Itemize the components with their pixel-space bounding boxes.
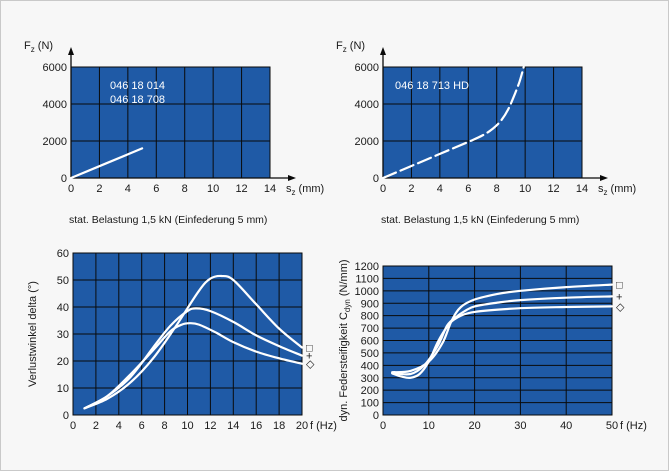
y-tick-label: 1000 [355,286,379,298]
y-tick-label: 100 [361,398,379,410]
chart-3: 0 2 4 6 8 10 12 14 16 18 20 0 10 20 30 40 50 60 f (Hz) Verl… [27,248,337,432]
series-line-1 [83,274,304,410]
y-axis-label: Verlustwinkel delta (°) [27,281,39,387]
y-tick-label: 800 [361,311,379,323]
x-tick-label: 8 [162,420,168,432]
x-tick-label: 2 [408,183,414,195]
x-tick-label: 14 [264,183,276,195]
y-axis-label: dyn. Federsteifigkeit Cdyn (N/mm) [338,259,352,421]
x-tick-label: 14 [576,183,588,195]
y-tick-label: 0 [373,410,379,422]
y-axis-label: Fz (N) [336,40,365,54]
x-tick-label: 4 [116,420,122,432]
series-marker: + [616,291,622,303]
x-tick-label: 14 [227,420,239,432]
y-tick-label: 2000 [355,136,379,148]
y-tick-label: 20 [57,356,69,368]
x-tick-label: 18 [273,420,285,432]
part-number-label: 046 18 014 [110,80,165,92]
y-axis-arrow [68,47,74,55]
series-marker: ◇ [306,359,315,371]
x-tick-label: 10 [519,183,531,195]
series-marker: + [306,351,312,363]
x-tick-label: 16 [250,420,262,432]
x-axis-arrow [288,175,296,181]
x-tick-label: 0 [68,183,74,195]
gridlines [382,265,613,416]
x-tick-label: 12 [547,183,559,195]
x-tick-label: 10 [423,420,435,432]
x-axis-label: sz (mm) [286,183,324,197]
x-tick-label: 20 [468,420,480,432]
series-marker: □ [616,280,623,292]
series-line-3 [83,322,304,410]
part-number-label: 046 18 713 HD [395,80,469,92]
y-tick-label: 4000 [43,99,67,111]
series-line-1 [69,147,144,180]
y-tick-label: 0 [61,173,67,185]
x-tick-label: 4 [125,183,131,195]
y-tick-label: 40 [57,302,69,314]
series-line-2 [83,307,304,410]
x-tick-label: 40 [560,420,572,432]
x-axis-arrow [600,175,608,181]
series-line-1 [381,65,525,180]
x-tick-label: 0 [380,183,386,195]
chart-caption: stat. Belastung 1,5 kN (Einfederung 5 mm… [69,214,267,226]
y-tick-label: 60 [57,248,69,260]
chart-caption: stat. Belastung 1,5 kN (Einfederung 5 mm… [381,214,579,226]
x-tick-label: 2 [96,183,102,195]
chart-1: 0 2 4 6 8 10 12 14 0 2000 4000 6000 Fz (N) sz (mm) sta… [24,40,324,226]
x-tick-label: 30 [514,420,526,432]
y-tick-label: 200 [361,385,379,397]
x-tick-label: 6 [465,183,471,195]
y-tick-label: 0 [373,173,379,185]
y-tick-label: 300 [361,373,379,385]
x-axis-label: sz (mm) [598,183,636,197]
x-tick-label: 0 [380,420,386,432]
chart-2: 0 2 4 6 8 10 12 14 0 2000 4000 6000 Fz (N) sz (mm) sta… [336,40,636,226]
chart-4: 0 10 20 30 40 5001002003004005006007008009001… [338,259,647,432]
y-tick-label: 4000 [355,99,379,111]
x-tick-label: 0 [70,420,76,432]
y-tick-label: 1200 [355,261,379,273]
x-axis-label: f (Hz) [310,420,337,432]
x-tick-label: 20 [296,420,308,432]
series-marker: □ [306,343,313,355]
y-tick-label: 50 [57,275,69,287]
y-tick-label: 1100 [355,273,379,285]
x-tick-label: 6 [139,420,145,432]
x-tick-label: 12 [204,420,216,432]
y-tick-label: 10 [57,383,69,395]
series-line-2 [391,295,614,376]
x-tick-label: 2 [93,420,99,432]
y-tick-label: 6000 [355,62,379,74]
y-tick-label: 900 [361,298,379,310]
x-axis-label: f (Hz) [620,420,647,432]
x-tick-label: 12 [235,183,247,195]
y-tick-label: 0 [63,410,69,422]
plot-area [70,66,271,179]
series-marker: ◇ [616,301,625,313]
x-tick-label: 10 [181,420,193,432]
part-number-label: 046 18 708 [110,94,165,106]
y-tick-label: 500 [361,348,379,360]
y-tick-label: 6000 [43,62,67,74]
y-tick-label: 700 [361,323,379,335]
gridlines [72,252,303,416]
x-tick-label: 4 [437,183,443,195]
x-tick-label: 6 [153,183,159,195]
series-line-3 [391,305,614,379]
x-tick-label: 50 [606,420,618,432]
y-tick-label: 2000 [43,136,67,148]
y-tick-label: 400 [361,360,379,372]
y-tick-label: 30 [57,329,69,341]
y-axis-label: Fz (N) [24,40,53,54]
x-tick-label: 10 [207,183,219,195]
x-tick-label: 8 [494,183,500,195]
y-tick-label: 600 [361,336,379,348]
y-axis-arrow [380,47,386,55]
x-tick-label: 8 [182,183,188,195]
